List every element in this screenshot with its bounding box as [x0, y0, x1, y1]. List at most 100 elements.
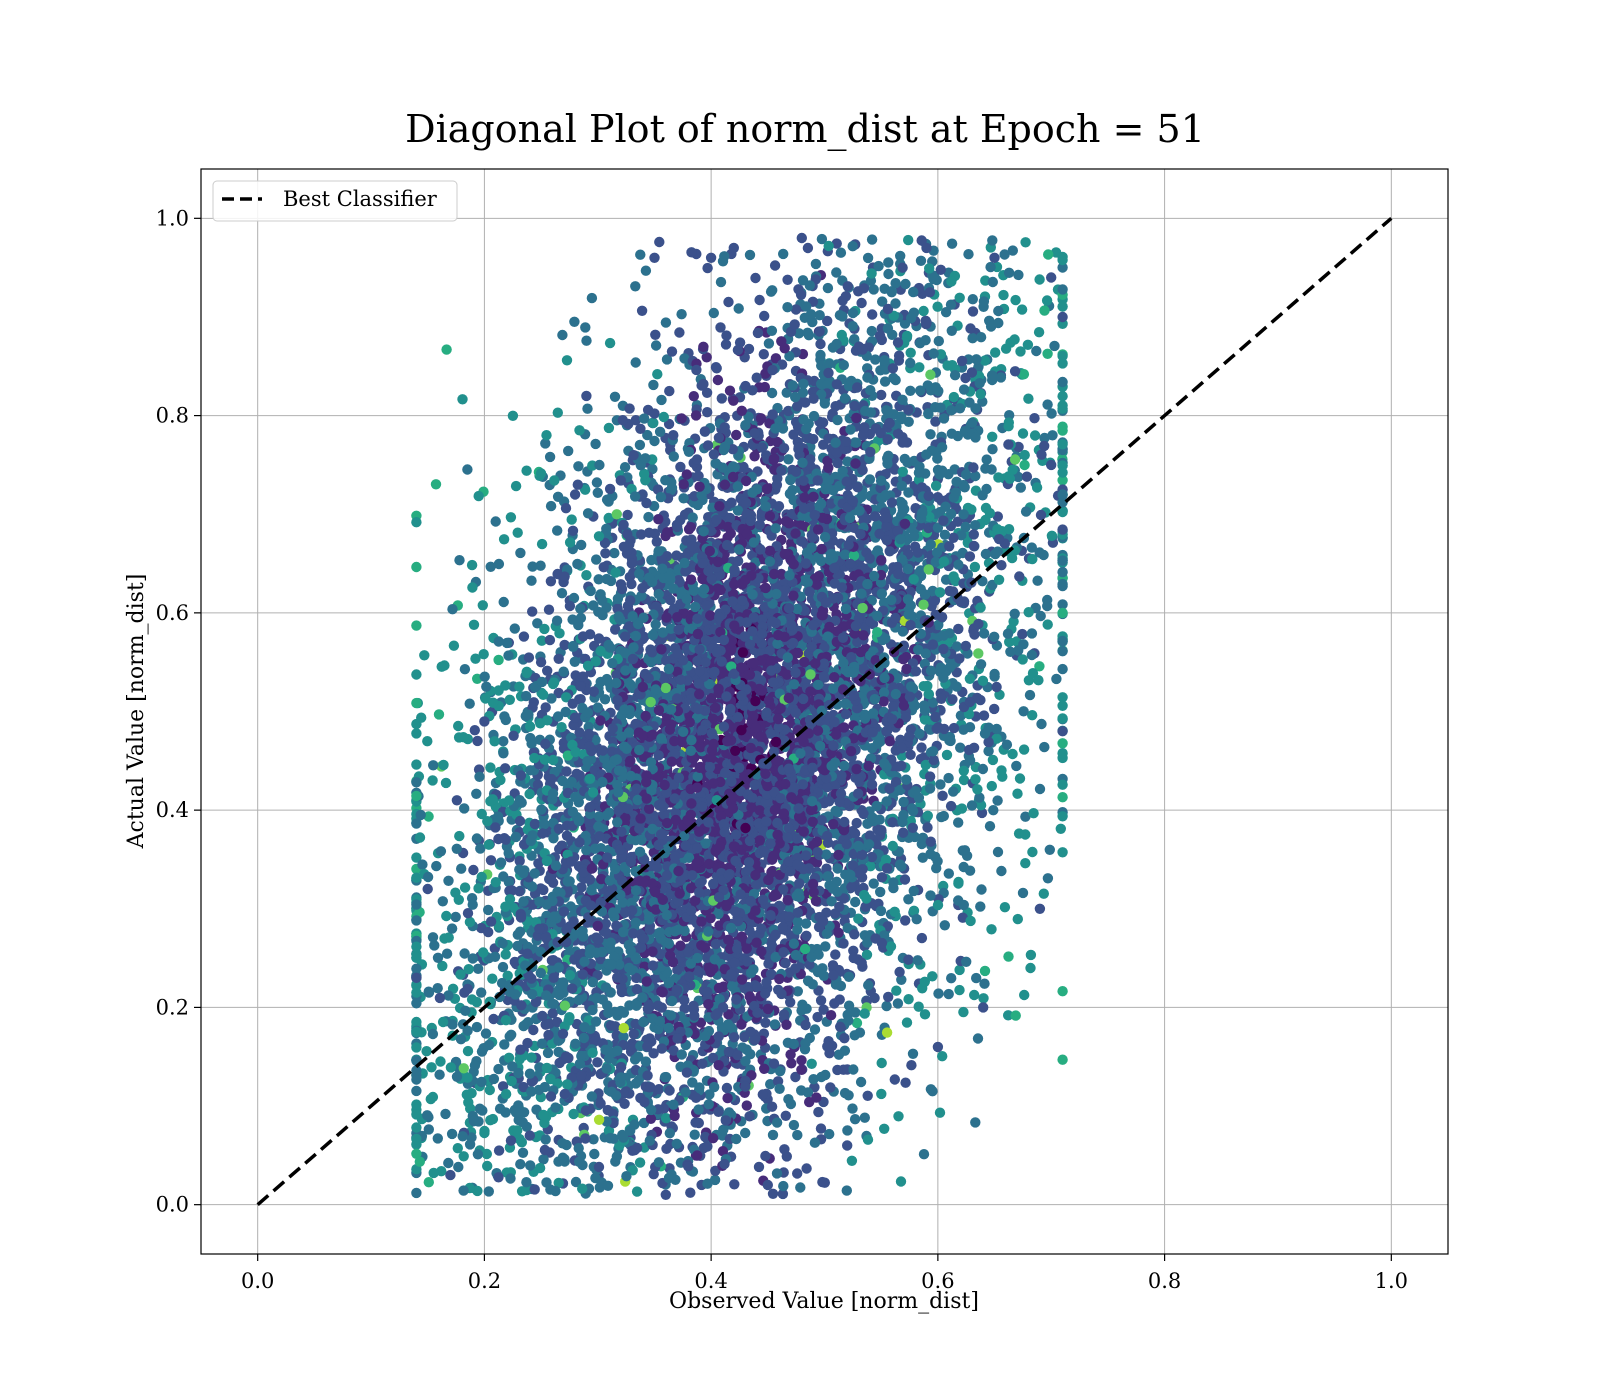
scatter-point — [1012, 913, 1023, 925]
scatter-point — [532, 618, 543, 629]
scatter-point — [976, 884, 987, 895]
scatter-point — [471, 788, 482, 799]
scatter-point — [859, 1112, 870, 1123]
scatter-point — [978, 296, 990, 307]
scatter-point — [810, 258, 822, 270]
scatter-point — [648, 379, 659, 391]
scatter-point — [431, 860, 442, 872]
scatter-point — [915, 255, 927, 266]
scatter-point — [499, 711, 510, 722]
scatter-point — [879, 1123, 890, 1135]
scatter-point — [411, 669, 422, 680]
plot-area — [200, 168, 1449, 1255]
scatter-point — [648, 417, 659, 429]
scatter-point — [483, 839, 495, 850]
scatter-point — [710, 362, 722, 373]
scatter-point — [498, 534, 510, 545]
scatter-point — [631, 1186, 643, 1197]
scatter-point — [1057, 847, 1068, 858]
scatter-point — [1024, 689, 1036, 701]
scatter-point — [801, 930, 812, 941]
scatter-point — [539, 623, 550, 635]
scatter-point — [1051, 673, 1062, 685]
scatter-point — [918, 599, 929, 610]
scatter-point — [795, 1182, 806, 1193]
scatter-point — [916, 932, 928, 944]
scatter-point — [783, 1094, 794, 1105]
scatter-point — [568, 592, 580, 604]
scatter-point — [1020, 858, 1031, 869]
scatter-point — [525, 1160, 536, 1171]
scatter-point — [542, 1047, 554, 1059]
scatter-point — [573, 461, 584, 472]
scatter-point — [899, 874, 911, 885]
scatter-point — [771, 1168, 783, 1179]
scatter-point — [493, 1063, 504, 1075]
scatter-point — [932, 301, 943, 312]
scatter-point — [992, 546, 1003, 557]
scatter-point — [713, 432, 725, 443]
scatter-point — [477, 600, 488, 611]
scatter-point — [423, 1124, 434, 1135]
scatter-point — [839, 393, 851, 404]
scatter-point — [521, 1184, 532, 1196]
scatter-point — [992, 795, 1003, 806]
scatter-point — [1057, 663, 1068, 675]
scatter-point — [716, 393, 727, 404]
scatter-point — [1017, 654, 1028, 665]
scatter-point — [803, 976, 814, 987]
scatter-point — [992, 511, 1003, 522]
scatter-point — [1036, 718, 1047, 730]
scatter-point — [943, 772, 954, 784]
scatter-point — [630, 357, 641, 368]
scatter-point — [572, 558, 583, 570]
scatter-point — [998, 289, 1009, 301]
scatter-point — [938, 413, 950, 424]
scatter-point — [941, 749, 953, 761]
scatter-point — [493, 558, 505, 570]
scatter-point — [722, 1092, 733, 1104]
scatter-point — [471, 833, 483, 844]
scatter-point — [1017, 628, 1028, 640]
scatter-point — [1010, 294, 1021, 306]
scatter-point — [856, 297, 867, 309]
scatter-point — [918, 305, 929, 317]
scatter-point — [978, 628, 990, 639]
scatter-point — [999, 249, 1010, 260]
scatter-point — [509, 623, 520, 634]
scatter-point — [654, 236, 665, 248]
scatter-point — [815, 338, 826, 350]
scatter-point — [1009, 608, 1020, 619]
scatter-point — [592, 1057, 603, 1068]
scatter-point — [958, 774, 970, 786]
scatter-point — [544, 451, 556, 463]
scatter-point — [989, 668, 1000, 680]
scatter-point — [831, 267, 842, 278]
scatter-point — [790, 1071, 801, 1083]
scatter-point — [1019, 459, 1030, 471]
scatter-point — [954, 964, 965, 976]
scatter-point — [527, 606, 538, 617]
scatter-point — [453, 1161, 464, 1173]
scatter-point — [913, 1001, 924, 1012]
scatter-point — [853, 913, 864, 924]
scatter-point — [809, 1137, 821, 1148]
scatter-point — [987, 431, 998, 442]
scatter-point — [647, 463, 658, 475]
scatter-point — [1057, 986, 1068, 997]
scatter-point — [769, 260, 781, 271]
scatter-point — [945, 800, 957, 812]
scatter-point — [603, 512, 614, 524]
scatter-point — [668, 451, 679, 462]
scatter-point — [503, 876, 515, 888]
scatter-point — [1038, 888, 1050, 899]
scatter-point — [582, 403, 593, 414]
scatter-point — [876, 1088, 887, 1100]
scatter-point — [824, 1128, 835, 1140]
scatter-point — [996, 865, 1007, 877]
scatter-point — [651, 536, 662, 547]
scatter-point — [459, 803, 470, 814]
scatter-point — [900, 915, 911, 926]
scatter-point — [423, 811, 434, 822]
scatter-point — [485, 561, 496, 572]
